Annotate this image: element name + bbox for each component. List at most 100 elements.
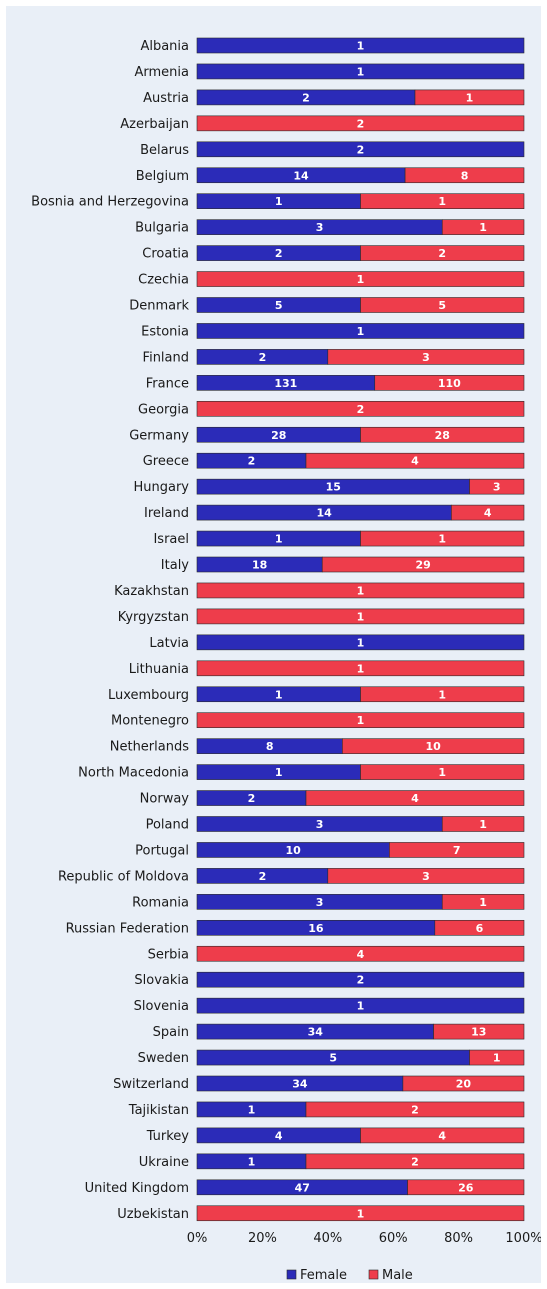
bar-male bbox=[305, 1153, 525, 1170]
data-label: 1 bbox=[248, 1103, 256, 1116]
data-label: 1 bbox=[357, 65, 365, 78]
category-label: Czechia bbox=[138, 273, 189, 288]
category-label: Tajikistan bbox=[128, 1103, 189, 1118]
data-label: 131 bbox=[274, 377, 297, 390]
data-label: 10 bbox=[286, 844, 302, 857]
bar-male bbox=[196, 1205, 525, 1222]
bar-male bbox=[342, 738, 525, 754]
data-label: 1 bbox=[357, 1207, 365, 1220]
x-tick-label: 40% bbox=[313, 1231, 342, 1246]
data-label: 34 bbox=[308, 1026, 324, 1039]
bar-male bbox=[374, 375, 525, 391]
data-label: 1 bbox=[248, 1155, 256, 1168]
bar-female bbox=[196, 971, 525, 988]
category-label: Romania bbox=[132, 895, 189, 910]
category-label: Kyrgyzstan bbox=[118, 610, 189, 625]
data-label: 1 bbox=[438, 688, 446, 701]
data-label: 13 bbox=[471, 1026, 486, 1039]
data-label: 4 bbox=[275, 1129, 283, 1142]
bar-male bbox=[196, 712, 525, 729]
legend-label-male: Male bbox=[382, 1268, 413, 1283]
legend-label-female: Female bbox=[300, 1268, 347, 1283]
category-label: Austria bbox=[143, 91, 189, 106]
bar-male bbox=[360, 193, 525, 209]
data-label: 2 bbox=[259, 870, 267, 883]
bar-male bbox=[305, 452, 525, 469]
data-label: 4 bbox=[484, 507, 492, 520]
data-label: 1 bbox=[275, 533, 283, 546]
legend-swatch-female bbox=[286, 1269, 297, 1280]
bar-male bbox=[196, 608, 525, 625]
category-label: Kazakhstan bbox=[114, 584, 189, 599]
category-label: Serbia bbox=[148, 947, 189, 962]
data-label: 2 bbox=[259, 351, 267, 364]
data-label: 4 bbox=[411, 792, 419, 805]
data-label: 1 bbox=[357, 273, 365, 286]
bar-male bbox=[414, 89, 525, 106]
bar-male bbox=[434, 919, 525, 936]
data-label: 2 bbox=[357, 974, 365, 987]
bar-female bbox=[196, 37, 525, 54]
data-label: 14 bbox=[317, 507, 333, 520]
data-label: 1 bbox=[479, 896, 487, 909]
data-label: 4 bbox=[438, 1129, 446, 1142]
data-label: 3 bbox=[422, 351, 430, 364]
category-label: Turkey bbox=[146, 1129, 190, 1144]
bar-male bbox=[321, 556, 525, 573]
data-label: 1 bbox=[479, 818, 487, 831]
category-label: Spain bbox=[153, 1025, 189, 1040]
data-label: 14 bbox=[293, 169, 309, 182]
category-label: United Kingdom bbox=[85, 1181, 189, 1196]
category-label: Netherlands bbox=[110, 740, 189, 755]
data-label: 110 bbox=[438, 377, 461, 390]
bar-male bbox=[402, 1075, 525, 1092]
category-label: Luxembourg bbox=[108, 688, 189, 703]
bar-male bbox=[451, 504, 525, 521]
bar-male bbox=[196, 945, 525, 962]
data-label: 18 bbox=[252, 559, 267, 572]
category-label: Slovakia bbox=[134, 973, 189, 988]
data-label: 2 bbox=[357, 117, 365, 130]
bar-male bbox=[469, 478, 525, 495]
legend: Female Male bbox=[286, 1268, 413, 1283]
data-label: 34 bbox=[292, 1078, 308, 1091]
category-label: Belarus bbox=[140, 143, 189, 158]
data-label: 2 bbox=[357, 403, 365, 416]
data-label: 15 bbox=[326, 481, 341, 494]
data-label: 1 bbox=[357, 662, 365, 675]
category-label: Latvia bbox=[149, 636, 189, 651]
bar-male bbox=[360, 297, 525, 313]
bar-male bbox=[360, 686, 525, 703]
category-label: Portugal bbox=[135, 843, 189, 858]
data-label: 20 bbox=[456, 1078, 472, 1091]
data-label: 1 bbox=[479, 221, 487, 234]
data-label: 1 bbox=[357, 610, 365, 623]
data-label: 1 bbox=[357, 714, 365, 727]
x-axis: 0% 20% 40% 60% 80% 100% bbox=[187, 1231, 541, 1246]
data-label: 3 bbox=[493, 481, 501, 494]
data-label: 47 bbox=[295, 1181, 310, 1194]
data-label: 16 bbox=[308, 922, 324, 935]
data-label: 1 bbox=[357, 636, 365, 649]
data-label: 1 bbox=[275, 195, 283, 208]
data-label: 1 bbox=[275, 766, 283, 779]
category-label: Slovenia bbox=[134, 999, 189, 1014]
x-tick-label: 80% bbox=[444, 1231, 473, 1246]
category-label: Republic of Moldova bbox=[58, 869, 189, 884]
data-label: 2 bbox=[411, 1155, 419, 1168]
data-label: 2 bbox=[275, 247, 283, 260]
bar-male bbox=[441, 219, 525, 235]
bar-male bbox=[404, 167, 525, 184]
bar-male bbox=[360, 530, 525, 547]
data-label: 3 bbox=[316, 818, 324, 831]
data-label: 2 bbox=[411, 1103, 419, 1116]
bar-male bbox=[360, 764, 525, 780]
data-label: 29 bbox=[415, 559, 430, 572]
category-label: Ireland bbox=[144, 506, 189, 521]
data-label: 1 bbox=[357, 325, 365, 338]
category-label: Uzbekistan bbox=[117, 1207, 189, 1222]
bar-male bbox=[327, 868, 525, 884]
category-label: Bosnia and Herzegovina bbox=[31, 195, 189, 210]
category-label: Belgium bbox=[136, 169, 189, 184]
